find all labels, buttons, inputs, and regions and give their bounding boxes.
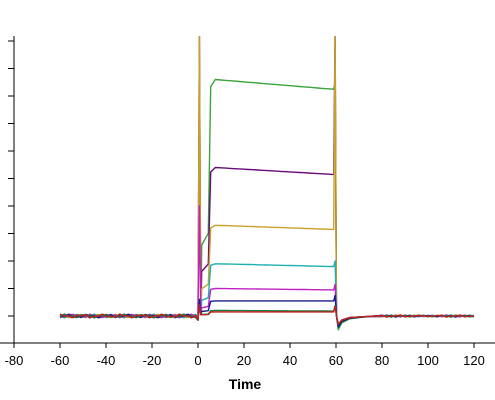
x-tick-label: 0 [194, 353, 201, 368]
series-line [59, 304, 474, 325]
x-tick-label: 120 [463, 353, 485, 368]
series-line [59, 78, 475, 331]
x-tick-label: 80 [375, 353, 389, 368]
x-tick-label: -20 [143, 353, 162, 368]
x-tick-label: 20 [237, 353, 251, 368]
x-tick-label: -80 [5, 353, 24, 368]
x-tick-label: 60 [329, 353, 343, 368]
series-line [59, 36, 475, 325]
plot-area [59, 36, 475, 331]
series-line [59, 36, 475, 328]
x-tick-label: 40 [283, 353, 297, 368]
axes: -80 -60 -40 -20 0 20 40 60 80 100 120 [0, 36, 495, 368]
x-tick-label: -40 [97, 353, 116, 368]
x-tick-label: -60 [51, 353, 70, 368]
x-tick-label: 100 [417, 353, 439, 368]
x-axis-title: Time [229, 376, 262, 392]
